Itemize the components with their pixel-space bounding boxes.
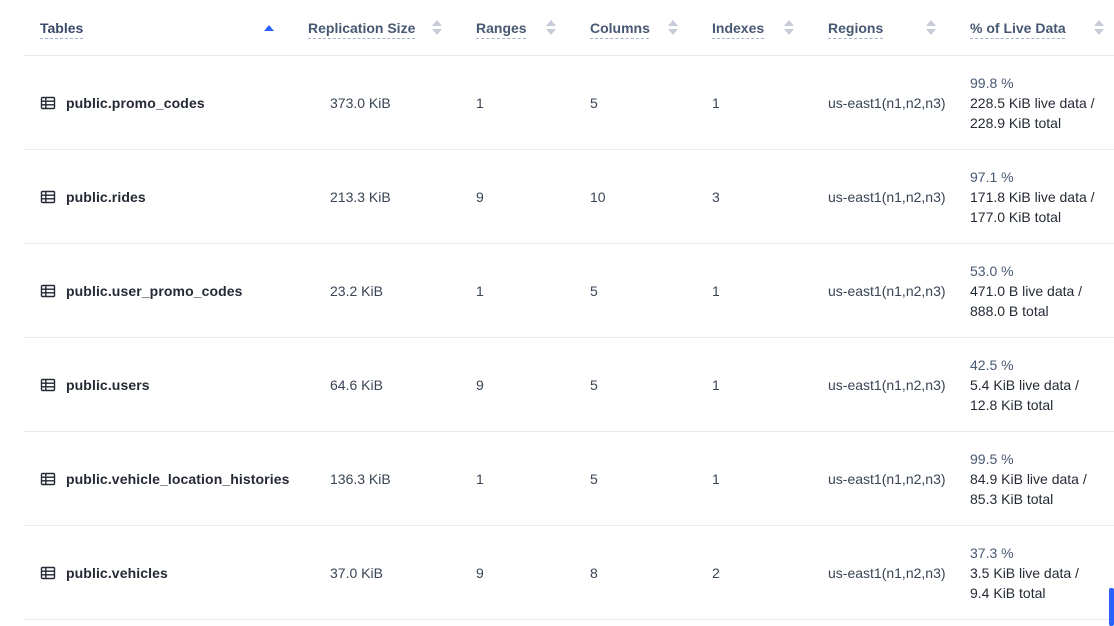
regions-value: us-east1(n1,n2,n3) xyxy=(828,376,946,393)
live-data-amount: 471.0 B live data / xyxy=(970,282,1083,299)
scrollbar-thumb[interactable] xyxy=(1109,588,1114,626)
live-data-cell: 53.0 % 471.0 B live data / 888.0 B total xyxy=(970,261,1114,321)
live-data-cell: 99.8 % 228.5 KiB live data / 228.9 KiB t… xyxy=(970,73,1114,133)
replication-size-value: 37.0 KiB xyxy=(330,564,383,581)
table-grid-icon xyxy=(40,283,56,299)
live-data-cell: 99.5 % 84.9 KiB live data / 85.3 KiB tot… xyxy=(970,449,1114,509)
indexes-value: 1 xyxy=(712,94,720,111)
column-header-tables-label: Tables xyxy=(40,19,84,36)
replication-size-value: 136.3 KiB xyxy=(330,470,391,487)
column-header-columns-label: Columns xyxy=(590,19,650,36)
ranges-value: 9 xyxy=(476,376,484,393)
sort-carets-icon[interactable] xyxy=(1094,20,1104,35)
column-header-replication-size-label: Replication Size xyxy=(308,19,416,36)
table-grid-icon xyxy=(40,189,56,205)
table-name-link[interactable]: public.rides xyxy=(66,188,146,205)
table-grid-icon xyxy=(40,565,56,581)
indexes-value: 1 xyxy=(712,470,720,487)
live-data-cell: 37.3 % 3.5 KiB live data / 9.4 KiB total xyxy=(970,543,1114,603)
total-data-amount: 888.0 B total xyxy=(970,302,1049,319)
column-header-live-data[interactable]: % of Live Data xyxy=(970,0,1114,55)
column-header-tables[interactable]: Tables xyxy=(24,0,308,55)
replication-size-value: 64.6 KiB xyxy=(330,376,383,393)
columns-value: 5 xyxy=(590,282,598,299)
table-name-link[interactable]: public.promo_codes xyxy=(66,94,205,111)
column-header-columns[interactable]: Columns xyxy=(590,0,712,55)
table-row[interactable]: public.vehicle_location_histories 136.3 … xyxy=(24,432,1114,526)
table-grid-icon xyxy=(40,471,56,487)
column-header-ranges[interactable]: Ranges xyxy=(476,0,590,55)
live-data-amount: 3.5 KiB live data / xyxy=(970,564,1079,581)
table-name-link[interactable]: public.vehicle_location_histories xyxy=(66,470,290,487)
ranges-value: 9 xyxy=(476,188,484,205)
columns-value: 8 xyxy=(590,564,598,581)
total-data-amount: 85.3 KiB total xyxy=(970,490,1054,507)
live-data-amount: 171.8 KiB live data / xyxy=(970,188,1095,205)
replication-size-value: 213.3 KiB xyxy=(330,188,391,205)
ranges-value: 1 xyxy=(476,282,484,299)
table-name-link[interactable]: public.user_promo_codes xyxy=(66,282,243,299)
live-data-cell: 97.1 % 171.8 KiB live data / 177.0 KiB t… xyxy=(970,167,1114,227)
table-row[interactable]: public.rides 213.3 KiB 9 10 3 us-east1(n… xyxy=(24,150,1114,244)
column-header-indexes[interactable]: Indexes xyxy=(712,0,828,55)
live-data-amount: 84.9 KiB live data / xyxy=(970,470,1087,487)
table-grid-icon xyxy=(40,377,56,393)
regions-value: us-east1(n1,n2,n3) xyxy=(828,94,946,111)
table-header-row: Tables Replication Size Ranges Columns I… xyxy=(24,0,1114,56)
table-grid-icon xyxy=(40,95,56,111)
table-name-link[interactable]: public.vehicles xyxy=(66,564,168,581)
regions-value: us-east1(n1,n2,n3) xyxy=(828,564,946,581)
live-data-amount: 228.5 KiB live data / xyxy=(970,94,1095,111)
sort-carets-icon[interactable] xyxy=(546,20,556,35)
indexes-value: 1 xyxy=(712,376,720,393)
sort-carets-icon[interactable] xyxy=(926,20,936,35)
live-percent: 97.1 % xyxy=(970,168,1014,185)
columns-value: 5 xyxy=(590,94,598,111)
ranges-value: 1 xyxy=(476,94,484,111)
live-percent: 99.5 % xyxy=(970,450,1014,467)
column-header-live-data-label: % of Live Data xyxy=(970,19,1066,36)
regions-value: us-east1(n1,n2,n3) xyxy=(828,470,946,487)
table-row[interactable]: public.promo_codes 373.0 KiB 1 5 1 us-ea… xyxy=(24,56,1114,150)
replication-size-value: 373.0 KiB xyxy=(330,94,391,111)
total-data-amount: 228.9 KiB total xyxy=(970,114,1062,131)
indexes-value: 2 xyxy=(712,564,720,581)
ranges-value: 1 xyxy=(476,470,484,487)
replication-size-value: 23.2 KiB xyxy=(330,282,383,299)
total-data-amount: 177.0 KiB total xyxy=(970,208,1062,225)
sort-carets-icon[interactable] xyxy=(432,20,442,35)
table-name-link[interactable]: public.users xyxy=(66,376,150,393)
total-data-amount: 12.8 KiB total xyxy=(970,396,1054,413)
live-percent: 37.3 % xyxy=(970,544,1014,561)
columns-value: 5 xyxy=(590,376,598,393)
tables-list: Tables Replication Size Ranges Columns I… xyxy=(24,0,1114,620)
live-percent: 99.8 % xyxy=(970,74,1014,91)
table-row[interactable]: public.vehicles 37.0 KiB 9 8 2 us-east1(… xyxy=(24,526,1114,620)
total-data-amount: 9.4 KiB total xyxy=(970,584,1046,601)
columns-value: 5 xyxy=(590,470,598,487)
ranges-value: 9 xyxy=(476,564,484,581)
column-header-indexes-label: Indexes xyxy=(712,19,765,36)
sort-carets-icon[interactable] xyxy=(668,20,678,35)
regions-value: us-east1(n1,n2,n3) xyxy=(828,188,946,205)
live-percent: 42.5 % xyxy=(970,356,1014,373)
column-header-replication-size[interactable]: Replication Size xyxy=(308,0,476,55)
column-header-regions-label: Regions xyxy=(828,19,884,36)
column-header-regions[interactable]: Regions xyxy=(828,0,970,55)
column-header-ranges-label: Ranges xyxy=(476,19,527,36)
live-data-cell: 42.5 % 5.4 KiB live data / 12.8 KiB tota… xyxy=(970,355,1114,415)
indexes-value: 1 xyxy=(712,282,720,299)
indexes-value: 3 xyxy=(712,188,720,205)
regions-value: us-east1(n1,n2,n3) xyxy=(828,282,946,299)
live-percent: 53.0 % xyxy=(970,262,1014,279)
sort-carets-icon[interactable] xyxy=(784,20,794,35)
columns-value: 10 xyxy=(590,188,606,205)
table-row[interactable]: public.users 64.6 KiB 9 5 1 us-east1(n1,… xyxy=(24,338,1114,432)
live-data-amount: 5.4 KiB live data / xyxy=(970,376,1079,393)
table-row[interactable]: public.user_promo_codes 23.2 KiB 1 5 1 u… xyxy=(24,244,1114,338)
sort-asc-icon[interactable] xyxy=(264,24,274,31)
